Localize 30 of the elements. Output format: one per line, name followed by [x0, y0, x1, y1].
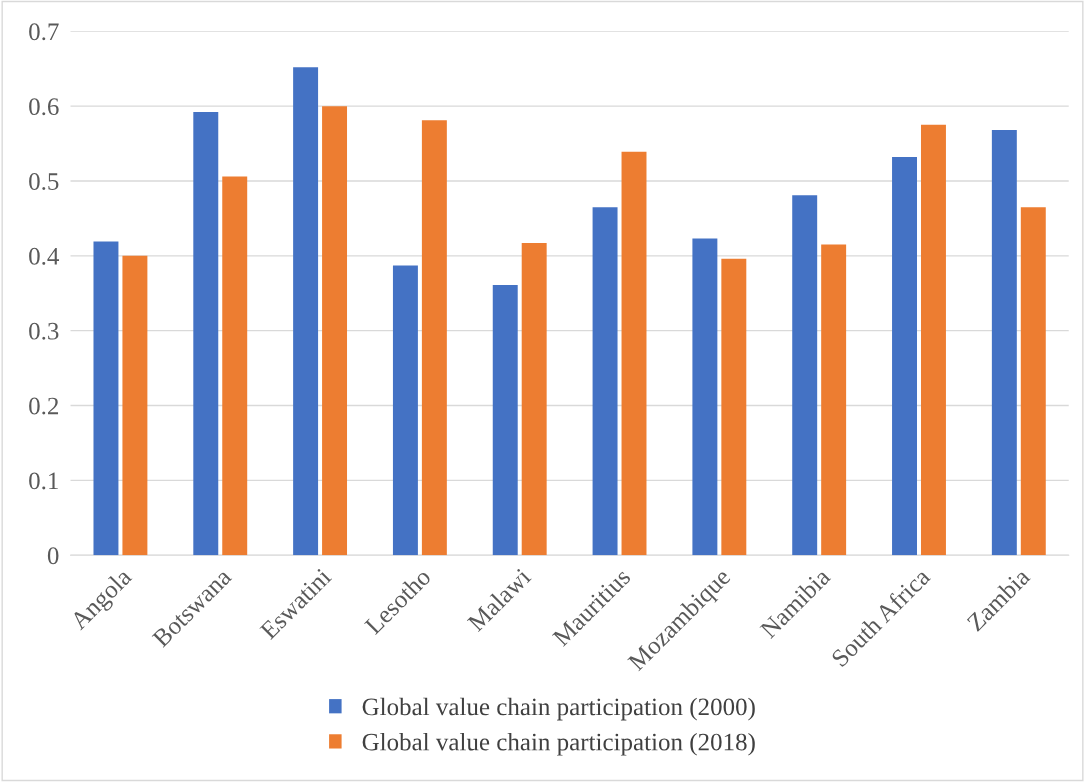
y-tick-label: 0.4	[29, 247, 60, 265]
bar	[521, 243, 547, 556]
y-tick-label: 0.5	[29, 173, 59, 191]
bar	[421, 120, 447, 556]
legend-label: Global value chain participation (2018)	[362, 732, 755, 756]
bar	[991, 130, 1017, 556]
y-tick-label: 0.2	[29, 397, 59, 415]
bar	[293, 67, 319, 556]
bar	[392, 265, 418, 556]
y-tick-label: 0.7	[29, 23, 59, 41]
bar	[122, 255, 148, 556]
y-tick-label: 0.6	[29, 98, 59, 116]
bar	[492, 285, 518, 556]
y-tick-label: 0	[47, 547, 59, 565]
bar	[592, 207, 618, 556]
bar	[721, 258, 747, 556]
legend-label: Global value chain participation (2000)	[362, 697, 755, 721]
bar	[692, 238, 718, 556]
bar	[193, 112, 219, 556]
bar	[892, 157, 917, 556]
y-tick-label: 0.3	[29, 322, 59, 340]
bar	[222, 176, 248, 556]
bar	[322, 106, 348, 556]
bar	[821, 244, 847, 556]
y-tick-label: 0.1	[29, 472, 58, 490]
bar	[1020, 207, 1046, 556]
bar	[621, 151, 647, 556]
bar	[920, 124, 946, 556]
bar	[93, 241, 119, 556]
bar	[792, 195, 818, 556]
